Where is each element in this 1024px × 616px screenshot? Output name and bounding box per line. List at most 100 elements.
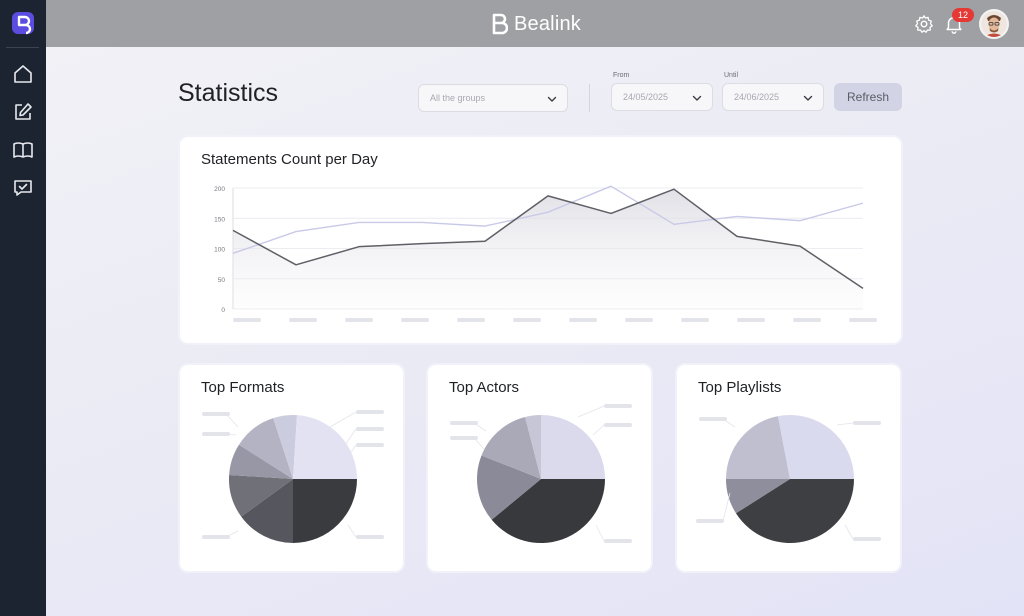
pie-label-leader bbox=[344, 428, 357, 446]
pie-label-placeholder bbox=[356, 443, 384, 447]
x-tick-label-placeholder bbox=[681, 318, 709, 322]
user-avatar[interactable] bbox=[979, 9, 1009, 39]
user-avatar-image bbox=[981, 11, 1007, 37]
pie-label-placeholder bbox=[202, 412, 230, 416]
from-date-select[interactable]: 24/05/2025 bbox=[611, 83, 713, 111]
from-date-value: 24/05/2025 bbox=[623, 92, 669, 102]
pie-label-leader bbox=[592, 424, 605, 436]
x-tick-label-placeholder bbox=[401, 318, 429, 322]
chevron-down-icon bbox=[692, 95, 702, 101]
from-label: From bbox=[613, 72, 630, 79]
top-formats-title: Top Formats bbox=[201, 379, 285, 396]
pie-slice[interactable] bbox=[525, 415, 541, 479]
pie-slice[interactable] bbox=[293, 479, 357, 543]
pie-label-leader bbox=[577, 405, 605, 418]
settings-gear-icon[interactable] bbox=[913, 13, 935, 35]
bealink-logo-icon[interactable] bbox=[10, 10, 36, 36]
filter-divider bbox=[589, 84, 590, 112]
pie-label-placeholder bbox=[450, 421, 478, 425]
pie-slice[interactable] bbox=[541, 415, 605, 479]
pie-label-placeholder bbox=[853, 537, 881, 541]
x-tick-label-placeholder bbox=[569, 318, 597, 322]
until-label: Until bbox=[724, 72, 739, 79]
pie-label-leader bbox=[844, 524, 854, 540]
series-1-area bbox=[233, 189, 863, 309]
top-formats-pie-chart bbox=[202, 410, 384, 543]
x-tick-label-placeholder bbox=[513, 318, 541, 322]
chevron-down-icon bbox=[803, 95, 813, 101]
x-tick-label-placeholder bbox=[345, 318, 373, 322]
top-actors-title: Top Actors bbox=[449, 379, 520, 396]
x-tick-label-placeholder bbox=[625, 318, 653, 322]
pie-label-leader bbox=[722, 492, 731, 522]
top-playlists-title: Top Playlists bbox=[698, 379, 782, 396]
y-tick-label: 150 bbox=[214, 216, 225, 223]
sidebar-item-statistics[interactable] bbox=[11, 176, 35, 200]
pie-slice[interactable] bbox=[273, 415, 298, 479]
pie-label-leader bbox=[836, 422, 854, 426]
notification-badge: 12 bbox=[952, 8, 974, 22]
home-icon bbox=[14, 65, 32, 83]
pie-label-placeholder bbox=[604, 404, 632, 408]
sidebar-item-library[interactable] bbox=[11, 138, 35, 162]
y-tick-label: 0 bbox=[221, 307, 225, 314]
top-formats-card: Top Formats bbox=[178, 363, 405, 573]
top-playlists-pie-chart bbox=[696, 415, 881, 543]
pie-slice[interactable] bbox=[229, 444, 293, 479]
pie-label-placeholder bbox=[356, 535, 384, 539]
x-tick-label-placeholder bbox=[233, 318, 261, 322]
brand-name: Bealink bbox=[514, 12, 581, 35]
refresh-button[interactable]: Refresh bbox=[834, 83, 902, 111]
group-select[interactable]: All the groups bbox=[418, 84, 568, 112]
pie-slice[interactable] bbox=[726, 479, 790, 514]
pie-slice[interactable] bbox=[293, 415, 357, 479]
pie-slice[interactable] bbox=[238, 418, 293, 479]
book-icon bbox=[13, 142, 33, 158]
sidebar-item-edit[interactable] bbox=[11, 100, 35, 124]
pie-label-placeholder bbox=[450, 436, 478, 440]
pie-label-placeholder bbox=[604, 539, 632, 543]
main-content: Statistics All the groups From 24/05/202… bbox=[46, 47, 1024, 616]
pie-label-placeholder bbox=[202, 432, 230, 436]
top-header: Bealink 12 bbox=[46, 0, 1024, 47]
pie-label-leader bbox=[347, 524, 357, 538]
brand: Bealink bbox=[490, 10, 581, 38]
pie-label-placeholder bbox=[356, 427, 384, 431]
pie-label-placeholder bbox=[696, 519, 724, 523]
pie-label-placeholder bbox=[202, 535, 230, 539]
top-actors-pie-chart bbox=[450, 404, 632, 543]
y-tick-label: 50 bbox=[218, 277, 226, 284]
bealink-brand-icon bbox=[492, 13, 508, 35]
pie-label-leader bbox=[595, 524, 605, 542]
group-select-value: All the groups bbox=[430, 93, 486, 103]
statements-card-title: Statements Count per Day bbox=[201, 151, 378, 168]
pie-label-leader bbox=[329, 411, 357, 428]
until-date-value: 24/06/2025 bbox=[734, 92, 780, 102]
x-tick-label-placeholder bbox=[457, 318, 485, 322]
x-tick-label-placeholder bbox=[793, 318, 821, 322]
top-playlists-card: Top Playlists bbox=[675, 363, 902, 573]
series-1-line bbox=[232, 188, 864, 290]
y-tick-label: 200 bbox=[214, 186, 225, 193]
pie-slice[interactable] bbox=[726, 416, 790, 479]
sidebar-item-home[interactable] bbox=[11, 62, 35, 86]
until-date-select[interactable]: 24/06/2025 bbox=[722, 83, 824, 111]
pie-slice[interactable] bbox=[241, 479, 293, 543]
pie-label-placeholder bbox=[604, 423, 632, 427]
pie-slice[interactable] bbox=[477, 455, 541, 520]
statements-card: Statements Count per Day 0 50 100 150 200 bbox=[178, 135, 903, 345]
sidebar-divider bbox=[6, 47, 39, 48]
pie-slice[interactable] bbox=[491, 479, 605, 543]
pie-slice[interactable] bbox=[735, 479, 854, 543]
pie-slice[interactable] bbox=[481, 417, 541, 479]
x-tick-label-placeholder bbox=[737, 318, 765, 322]
top-actors-card: Top Actors bbox=[426, 363, 653, 573]
pie-slice[interactable] bbox=[229, 474, 293, 517]
pie-label-placeholder bbox=[699, 417, 727, 421]
message-check-icon bbox=[14, 180, 32, 196]
pie-slice[interactable] bbox=[778, 415, 854, 479]
pie-label-leader bbox=[225, 413, 239, 428]
pie-label-placeholder bbox=[356, 410, 384, 414]
pie-label-placeholder bbox=[853, 421, 881, 425]
edit-icon bbox=[15, 103, 32, 120]
